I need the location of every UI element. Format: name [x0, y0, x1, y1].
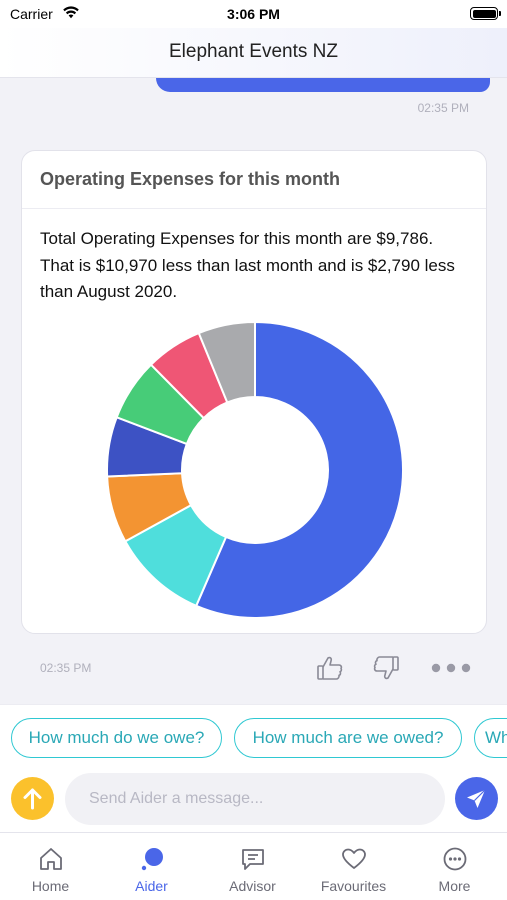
message-input[interactable]	[65, 773, 445, 825]
chat-icon	[241, 849, 264, 870]
nav-bar: Elephant Events NZ	[0, 28, 507, 78]
suggestion-chip[interactable]: How much do we owe?	[11, 718, 222, 758]
aider-icon	[141, 848, 163, 871]
page-title: Elephant Events NZ	[169, 41, 338, 62]
expenses-donut-chart	[106, 321, 404, 619]
wifi-icon	[63, 6, 79, 19]
suggestion-chip[interactable]: How much are we owed?	[234, 718, 462, 758]
tab-aider[interactable]: Aider	[101, 833, 202, 900]
tab-home[interactable]: Home	[0, 833, 101, 900]
clock: 3:06 PM	[227, 6, 280, 22]
donut-slice[interactable]	[194, 321, 404, 619]
donut-slice[interactable]	[197, 321, 256, 404]
tab-label: Favourites	[320, 878, 387, 894]
suggestion-chip[interactable]: Wh	[474, 718, 507, 758]
tab-label: More	[438, 878, 471, 894]
battery-icon	[470, 7, 501, 20]
suggestion-row: How much do we owe? How much are we owed…	[0, 704, 507, 770]
tab-favourites[interactable]: Favourites	[303, 833, 404, 900]
more-icon	[443, 847, 466, 871]
card-title: Operating Expenses for this month	[22, 151, 486, 209]
tab-more[interactable]: More	[404, 833, 505, 900]
tab-label: Advisor	[229, 878, 276, 894]
scroll-up-button[interactable]	[11, 777, 54, 820]
message-time: 02:35 PM	[40, 661, 92, 675]
composer-bar	[0, 770, 507, 832]
arrow-up-icon	[23, 788, 42, 810]
thumbs-up-icon[interactable]	[316, 654, 344, 682]
expense-card: Operating Expenses for this month Total …	[21, 150, 487, 634]
status-bar: Carrier 3:06 PM	[0, 0, 507, 28]
more-options-icon[interactable]	[429, 660, 473, 676]
previous-message-bubble[interactable]	[156, 78, 490, 92]
previous-message-time: 02:35 PM	[417, 101, 469, 115]
tab-advisor[interactable]: Advisor	[202, 833, 303, 900]
send-button[interactable]	[455, 777, 498, 820]
tab-label: Home	[31, 878, 70, 894]
home-icon	[39, 848, 62, 870]
carrier-label: Carrier	[10, 6, 53, 22]
send-icon	[467, 789, 486, 808]
card-body-text: Total Operating Expenses for this month …	[40, 229, 455, 301]
tab-label: Aider	[135, 878, 168, 894]
tab-bar: Home Aider Advisor Favourites More	[0, 832, 507, 900]
heart-icon	[341, 848, 366, 869]
thumbs-down-icon[interactable]	[372, 654, 400, 682]
